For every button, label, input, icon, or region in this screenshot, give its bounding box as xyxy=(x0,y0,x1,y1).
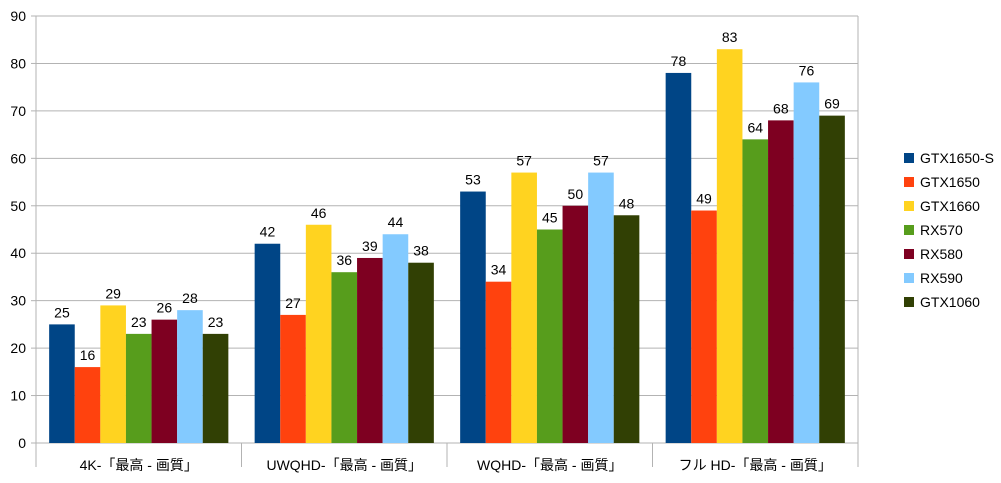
data-label: 48 xyxy=(619,195,635,211)
data-label: 83 xyxy=(722,29,738,45)
legend-swatch xyxy=(904,177,914,187)
data-label: 57 xyxy=(516,153,532,169)
bar-gtx1650 xyxy=(485,281,512,443)
data-label: 49 xyxy=(696,191,712,207)
bar-rx580 xyxy=(357,257,383,443)
bar-rx590 xyxy=(382,234,409,443)
bar-gtx1060 xyxy=(819,115,845,443)
bar-gtx1060 xyxy=(613,215,640,443)
bars xyxy=(49,49,845,444)
legend-label: RX570 xyxy=(920,222,963,238)
bar-gtx1660 xyxy=(100,305,126,443)
x-category-label: フル HD-「最高 - 画質」 xyxy=(679,457,832,473)
bar-gtx1650-s xyxy=(665,72,692,443)
data-label: 53 xyxy=(465,172,481,188)
bar-gtx1650 xyxy=(280,314,306,443)
legend-label: RX580 xyxy=(920,246,963,262)
data-label: 50 xyxy=(568,186,584,202)
legend-swatch xyxy=(904,273,914,283)
bar-rx570 xyxy=(742,139,769,443)
data-label: 45 xyxy=(542,210,558,226)
y-tick-label: 40 xyxy=(10,245,26,261)
legend-label: GTX1060 xyxy=(920,294,980,310)
bar-gtx1060 xyxy=(202,333,229,443)
bar-rx570 xyxy=(331,272,358,443)
data-label: 25 xyxy=(54,304,70,320)
bar-gtx1650-s xyxy=(49,324,75,443)
y-tick-label: 50 xyxy=(10,198,26,214)
axes: 0 10 20 30 40 50 60 70 80 90 4K-「最高 - 画質」 UWQHD-「最高… xyxy=(10,8,859,473)
y-tick-label: 20 xyxy=(10,340,26,356)
data-label: 16 xyxy=(80,347,96,363)
data-label: 29 xyxy=(105,285,121,301)
bar-rx590 xyxy=(588,172,614,444)
y-tick-label: 30 xyxy=(10,293,26,309)
data-label: 39 xyxy=(362,238,378,254)
bar-gtx1660 xyxy=(716,49,743,443)
legend-swatch xyxy=(904,201,914,211)
y-tick-label: 90 xyxy=(10,8,26,24)
bar-gtx1660 xyxy=(305,224,332,443)
data-labels: 25 42 53 78 16 27 34 49 29 46 57 83 23 36 45 64 26 39 50 68… xyxy=(54,29,840,363)
data-label: 28 xyxy=(182,290,198,306)
bar-gtx1650-s xyxy=(254,243,281,443)
legend-label: GTX1650 xyxy=(920,174,980,190)
bar-gtx1660 xyxy=(511,172,537,444)
data-label: 46 xyxy=(311,205,327,221)
legend-swatch xyxy=(904,297,914,307)
data-label: 34 xyxy=(491,262,507,278)
bar-gtx1650-s xyxy=(460,191,486,443)
data-label: 76 xyxy=(799,62,815,78)
data-label: 69 xyxy=(824,96,840,112)
data-label: 23 xyxy=(208,314,224,330)
x-category-label: 4K-「最高 - 画質」 xyxy=(80,457,198,473)
data-label: 23 xyxy=(131,314,147,330)
legend-swatch xyxy=(904,225,914,235)
legend-swatch xyxy=(904,153,914,163)
x-category-label: WQHD-「最高 - 画質」 xyxy=(477,457,622,473)
bar-gtx1650 xyxy=(74,367,101,443)
legend: GTX1650-S GTX1650 GTX1660 RX570 RX580 RX590 GT… xyxy=(904,150,994,310)
data-label: 36 xyxy=(336,252,352,268)
data-label: 44 xyxy=(388,214,404,230)
legend-label: GTX1650-S xyxy=(920,150,994,166)
y-tick-label: 0 xyxy=(18,435,26,451)
bar-rx580 xyxy=(151,319,178,443)
bar-rx570 xyxy=(125,333,152,443)
bar-rx580 xyxy=(768,120,794,443)
bar-rx590 xyxy=(793,82,820,443)
bar-rx570 xyxy=(536,229,563,443)
data-label: 57 xyxy=(593,153,609,169)
data-label: 68 xyxy=(773,100,789,116)
y-tick-label: 10 xyxy=(10,388,26,404)
y-tick-label: 80 xyxy=(10,55,26,71)
legend-swatch xyxy=(904,249,914,259)
bar-rx580 xyxy=(562,205,589,443)
data-label: 78 xyxy=(671,53,687,69)
y-tick-label: 60 xyxy=(10,150,26,166)
legend-label: RX590 xyxy=(920,270,963,286)
x-category-label: UWQHD-「最高 - 画質」 xyxy=(266,457,422,473)
data-label: 27 xyxy=(285,295,301,311)
legend-label: GTX1660 xyxy=(920,198,980,214)
data-label: 64 xyxy=(747,119,763,135)
bar-gtx1060 xyxy=(408,262,434,443)
bar-gtx1650 xyxy=(691,210,717,443)
bar-rx590 xyxy=(177,310,203,443)
y-tick-label: 70 xyxy=(10,103,26,119)
data-label: 38 xyxy=(413,243,429,259)
data-label: 42 xyxy=(260,224,276,240)
data-label: 26 xyxy=(157,300,173,316)
